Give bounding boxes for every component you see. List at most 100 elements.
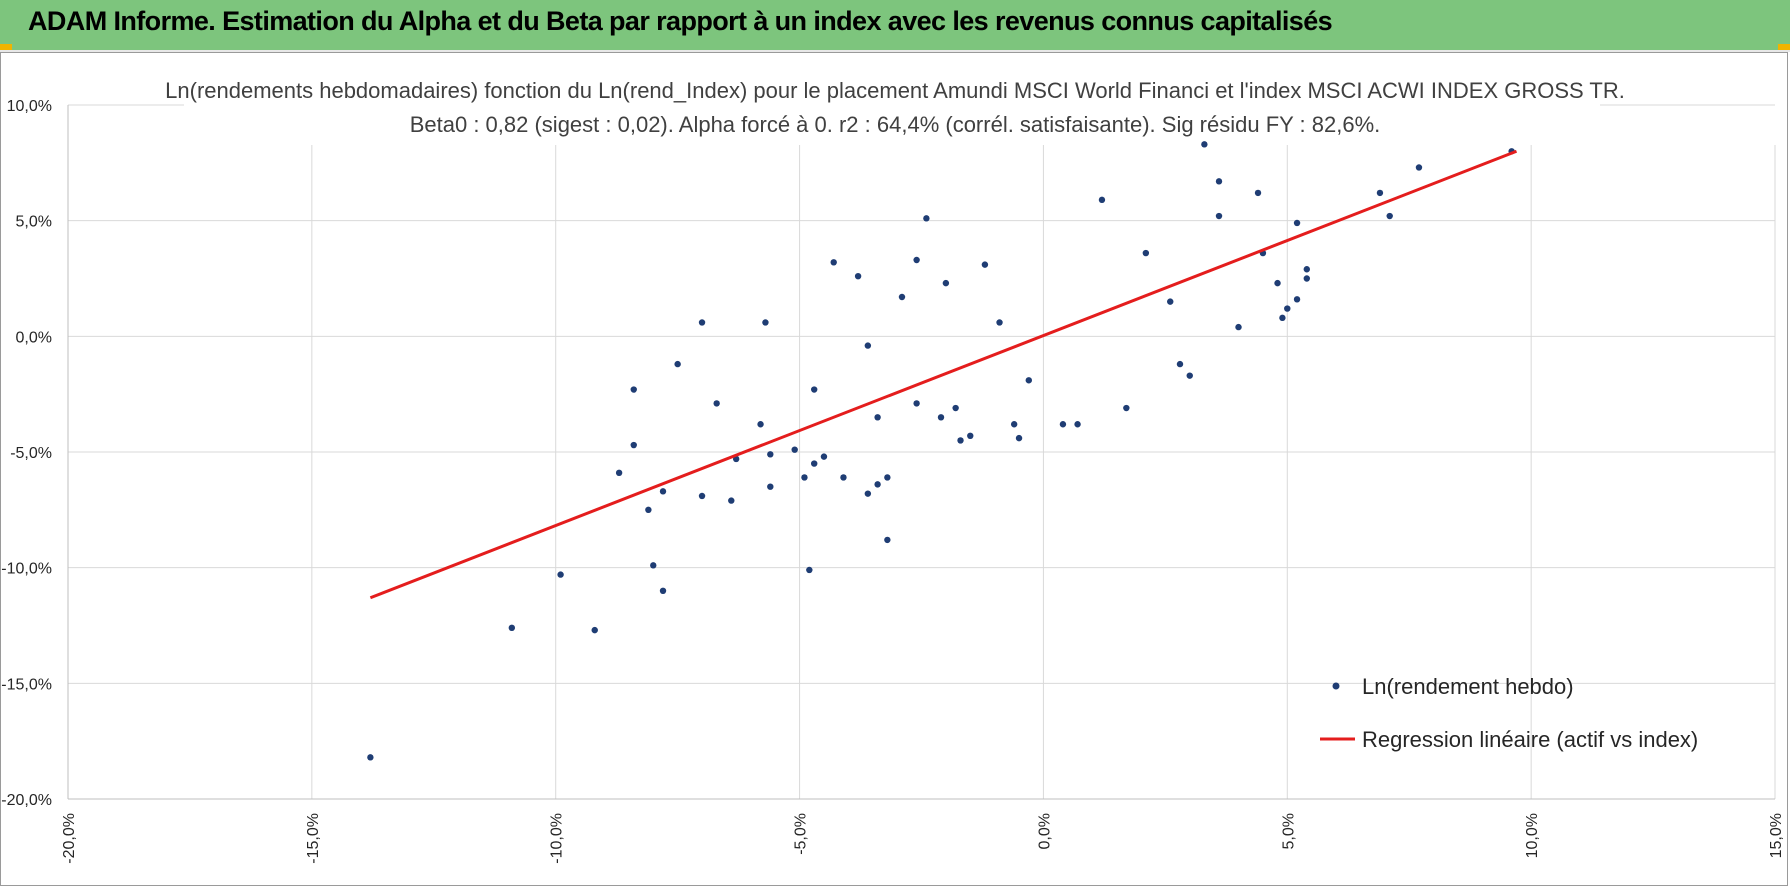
- y-tick-label-0: 10,0%: [7, 98, 52, 115]
- scatter-point: [630, 441, 637, 449]
- scatter-point: [1059, 421, 1067, 428]
- scatter-point: [659, 587, 667, 594]
- scatter-point: [1167, 298, 1174, 305]
- y-tick-label-5: -15,0%: [1, 676, 52, 693]
- scatter-point: [830, 259, 837, 266]
- scatter-point: [864, 490, 872, 497]
- legend-label-line: Regression linéaire (actif vs index): [1362, 727, 1698, 752]
- chart-frame: [0, 52, 1788, 886]
- x-tick-label-4: 0,0%: [1036, 813, 1053, 849]
- scatter-point: [874, 414, 881, 421]
- scatter-point: [767, 451, 774, 458]
- scatter-point: [913, 400, 920, 407]
- x-tick-label-7: 15,0%: [1768, 813, 1785, 858]
- corner-marker-right-top: [1778, 44, 1790, 50]
- scatter-point: [874, 481, 881, 488]
- scatter-point: [996, 319, 1003, 326]
- x-tick-label-6: 10,0%: [1524, 813, 1541, 858]
- scatter-point: [1074, 421, 1081, 428]
- scatter-point: [1176, 360, 1184, 368]
- x-tick-label-0: -20,0%: [61, 813, 78, 864]
- scatter-point: [1215, 212, 1223, 220]
- scatter-point: [757, 421, 764, 428]
- scatter-point: [1142, 249, 1150, 257]
- scatter-point: [898, 293, 906, 301]
- chart-title: Ln(rendements hebdomadaires) fonction du…: [165, 78, 1625, 103]
- y-tick-label-6: -20,0%: [1, 792, 52, 809]
- legend: Ln(rendement hebdo) Regression linéaire …: [1320, 674, 1698, 752]
- regression-layer: [369, 149, 1518, 600]
- scatter-point: [591, 626, 598, 634]
- scatter-point: [840, 474, 847, 481]
- x-tick-label-5: 5,0%: [1280, 813, 1297, 849]
- scatter-point: [864, 342, 872, 349]
- scatter-point: [1303, 275, 1310, 282]
- scatter-point: [801, 474, 808, 481]
- x-tick-label-3: -5,0%: [793, 813, 810, 855]
- scatter-point: [1201, 141, 1208, 148]
- scatter-point: [1186, 372, 1193, 379]
- scatter-point: [698, 492, 706, 500]
- scatter-point: [1284, 305, 1291, 312]
- scatter-point: [1293, 296, 1301, 303]
- scatter-point: [806, 566, 813, 574]
- scatter-point: [884, 536, 891, 544]
- scatter-point: [811, 386, 818, 393]
- scatter-point: [913, 256, 920, 264]
- x-tick-label-1: -15,0%: [305, 813, 322, 864]
- legend-label-scatter: Ln(rendement hebdo): [1362, 674, 1574, 699]
- scatter-point: [728, 497, 735, 504]
- page-title: ADAM Informe. Estimation du Alpha et du …: [28, 6, 1333, 36]
- scatter-point: [645, 506, 652, 514]
- scatter-point: [1123, 404, 1130, 412]
- scatter-point: [557, 571, 564, 578]
- scatter-point: [1303, 266, 1310, 273]
- x-tick-label-2: -10,0%: [549, 813, 566, 864]
- regression-line: [369, 149, 1518, 600]
- y-tick-label-1: 5,0%: [16, 214, 52, 231]
- scatter-point: [698, 319, 706, 326]
- chart-subtitle: Beta0 : 0,82 (sigest : 0,02). Alpha forc…: [410, 112, 1381, 137]
- scatter-point: [674, 360, 681, 368]
- scatter-point: [942, 279, 950, 287]
- scatter-point: [1279, 314, 1286, 322]
- corner-marker-left-top: [0, 44, 12, 50]
- scatter-point: [367, 754, 374, 761]
- scatter-point: [952, 404, 959, 412]
- scatter-point: [854, 272, 862, 280]
- y-tick-label-4: -10,0%: [1, 561, 52, 578]
- scatter-point: [1415, 164, 1423, 171]
- scatter-point: [957, 437, 964, 444]
- header-bar: ADAM Informe. Estimation du Alpha et du …: [0, 0, 1790, 52]
- scatter-point: [1015, 434, 1023, 442]
- scatter-point: [1254, 189, 1262, 197]
- scatter-point: [1215, 178, 1223, 185]
- scatter-point: [630, 386, 637, 393]
- scatter-point: [884, 474, 891, 481]
- scatter-point: [981, 261, 989, 268]
- legend-marker-scatter: [1332, 682, 1340, 690]
- scatter-point: [650, 562, 657, 569]
- axis-layer: 10,0% 5,0% 0,0% -5,0% -10,0% -15,0% -20,0% -20,…: [1, 98, 1785, 864]
- scatter-point: [820, 453, 828, 460]
- scatter-point: [811, 460, 818, 467]
- scatter-point: [659, 488, 667, 495]
- scatter-point: [1376, 189, 1384, 197]
- scatter-point: [791, 446, 798, 453]
- scatter-point: [1386, 212, 1393, 220]
- scatter-point: [923, 215, 930, 222]
- points-layer: [367, 141, 1515, 761]
- scatter-point: [1010, 421, 1018, 428]
- scatter-point: [767, 483, 774, 490]
- y-tick-label-2: 0,0%: [16, 329, 52, 346]
- scatter-point: [1098, 196, 1106, 204]
- scatter-point: [1025, 377, 1032, 384]
- scatter-point: [713, 400, 720, 407]
- scatter-point: [762, 319, 769, 326]
- y-tick-label-3: -5,0%: [10, 445, 52, 462]
- scatter-point: [1235, 323, 1242, 331]
- scatter-point: [508, 624, 516, 632]
- scatter-point: [967, 432, 974, 440]
- scatter-point: [615, 469, 623, 477]
